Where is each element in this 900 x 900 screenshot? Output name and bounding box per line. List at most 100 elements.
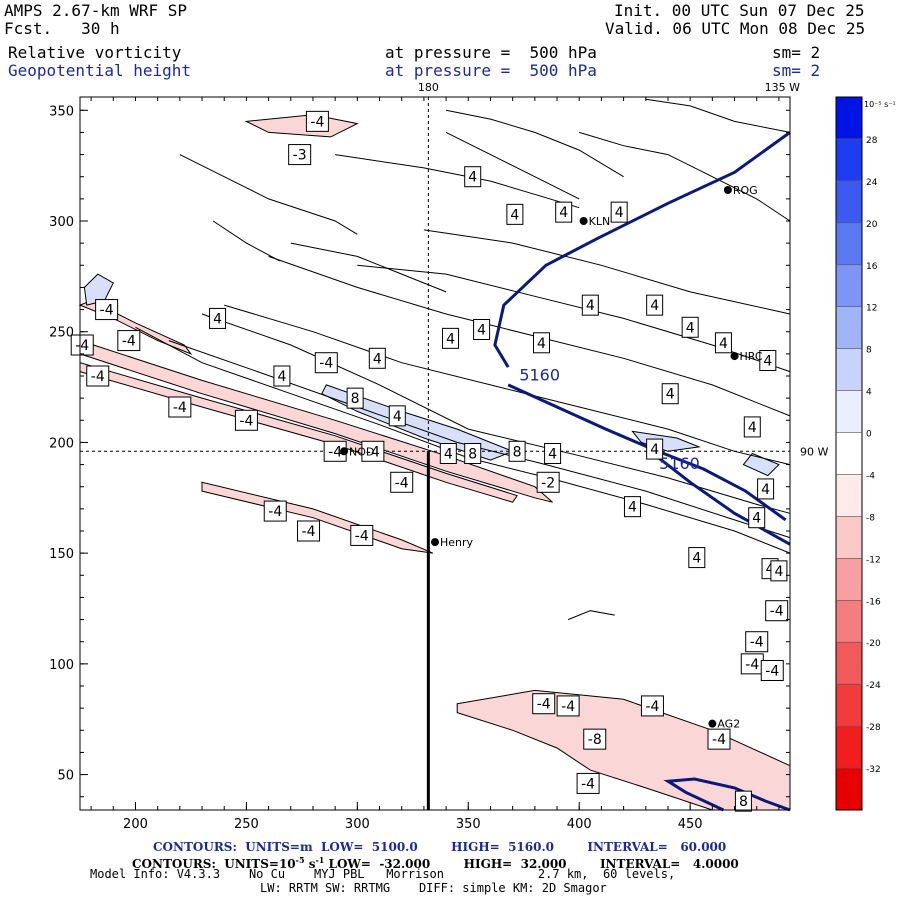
contour-label: 4 bbox=[510, 207, 519, 223]
contour-label: -4 bbox=[328, 444, 342, 460]
y-tick-label: 350 bbox=[49, 104, 74, 119]
colorbar-tick-label: 28 bbox=[866, 136, 878, 146]
colorbar-tick-label: 0 bbox=[866, 430, 872, 440]
contour-label-box bbox=[439, 443, 457, 464]
contour-label: -4 bbox=[239, 413, 253, 429]
colorbar-tick-label: -24 bbox=[866, 681, 881, 691]
contour-label: -4 bbox=[173, 400, 187, 416]
vorticity-contour-line bbox=[445, 131, 580, 200]
contour-label-box bbox=[234, 409, 258, 431]
colorbar-swatch bbox=[836, 684, 862, 727]
contour-label-box bbox=[297, 520, 321, 542]
colorbar-swatch bbox=[836, 474, 862, 517]
contour-label: 4 bbox=[213, 311, 222, 327]
contour-label: -4 bbox=[355, 528, 369, 544]
y-tick-label: 100 bbox=[49, 658, 74, 673]
station-label: AG2 bbox=[717, 718, 740, 731]
vorticity-contour-line bbox=[179, 154, 358, 235]
contour-label-box bbox=[610, 201, 628, 223]
contour-label: -3 bbox=[293, 148, 307, 164]
colorbar-tick-label: -4 bbox=[866, 471, 875, 481]
colorbar-swatch bbox=[836, 97, 862, 139]
colorbar-swatch bbox=[836, 390, 862, 433]
contour-label: 4 bbox=[446, 331, 455, 347]
colorbar-tick-label: -20 bbox=[866, 639, 881, 649]
contour-label: -4 bbox=[765, 664, 779, 680]
y-tick-label: 50 bbox=[57, 769, 74, 784]
plot-frame bbox=[79, 96, 791, 811]
field2-name: Geopotential height bbox=[8, 61, 192, 80]
colorbar-tick-label: 20 bbox=[866, 220, 878, 230]
contour-label-box bbox=[350, 524, 374, 546]
contour-label-box bbox=[757, 478, 775, 500]
contour-label: 4 bbox=[586, 298, 595, 314]
forecast-value: 30 h bbox=[81, 19, 120, 38]
contour-label-box bbox=[765, 600, 789, 622]
contour-label-box bbox=[390, 471, 414, 493]
contour-label: 4 bbox=[628, 500, 637, 516]
contour-label: -4 bbox=[395, 475, 409, 491]
colorbar-swatch bbox=[836, 768, 862, 810]
contour-label-box bbox=[346, 387, 364, 409]
contour-label: -4 bbox=[537, 697, 551, 713]
contour-label: 4 bbox=[686, 320, 695, 336]
vorticity-contour-line bbox=[645, 98, 791, 133]
y-tick-label: 250 bbox=[49, 326, 74, 341]
y-tick-label: 300 bbox=[49, 215, 74, 230]
contour-label: 8 bbox=[513, 444, 522, 460]
contour-label-box bbox=[760, 660, 784, 681]
contour-label-box bbox=[707, 728, 731, 750]
contour-label: 4 bbox=[615, 205, 624, 221]
init-time: Init. 00 UTC Sun 07 Dec 25 bbox=[614, 1, 865, 20]
contour-label-box bbox=[576, 772, 600, 794]
contour-label-box bbox=[209, 307, 227, 329]
lon-90w-label: 90 W bbox=[800, 445, 828, 458]
colorbar-tick-label: 8 bbox=[866, 346, 872, 356]
contour-label-box bbox=[555, 201, 573, 223]
vorticity-range: LOW= -32.000 HIGH= 32.000 INTERVAL= 4.00… bbox=[324, 857, 739, 871]
contour-label: -4 bbox=[712, 732, 726, 748]
colorbar-tick-label: 4 bbox=[866, 388, 872, 398]
colorbar-swatch bbox=[836, 432, 862, 475]
contour-label-box bbox=[581, 294, 599, 316]
contour-label: 4 bbox=[537, 336, 546, 352]
contour-label: -4 bbox=[750, 635, 764, 651]
contour-label: -4 bbox=[366, 444, 380, 460]
vorticity-contour-line bbox=[579, 131, 791, 222]
contour-label: -4 bbox=[122, 334, 136, 350]
colorbar-tick-label: -12 bbox=[866, 555, 881, 565]
colorbar-swatch bbox=[836, 180, 862, 223]
contour-label: 4 bbox=[393, 409, 402, 425]
contour-label-box bbox=[640, 695, 664, 717]
colorbar-tick-label: -32 bbox=[866, 765, 881, 775]
vorticity-contour-line bbox=[212, 220, 280, 262]
contour-label-box bbox=[759, 350, 777, 371]
contour-label-box bbox=[748, 507, 766, 529]
x-tick-label: 200 bbox=[123, 817, 148, 832]
station-marker bbox=[431, 538, 439, 547]
contour-label-box bbox=[506, 203, 524, 225]
colorbar-swatch bbox=[836, 348, 862, 391]
lon-180-label: 180 bbox=[418, 81, 439, 94]
contour-label: 4 bbox=[666, 387, 675, 403]
vorticity-contour-line bbox=[446, 109, 624, 178]
contour-label-box bbox=[661, 383, 679, 405]
vorticity-units-label: CONTOURS: UNITS=10 bbox=[132, 857, 296, 871]
colorbar-swatch bbox=[836, 600, 862, 643]
contour-label: 8 bbox=[739, 794, 748, 810]
station-marker bbox=[723, 186, 732, 194]
station-label: ROG bbox=[733, 184, 758, 197]
colorbar-swatch bbox=[836, 264, 862, 307]
contour-label-box bbox=[681, 316, 699, 338]
height-contour-line bbox=[493, 131, 791, 368]
x-tick-label: 450 bbox=[678, 817, 703, 832]
y-tick-label: 150 bbox=[49, 547, 74, 562]
vorticity-contour-info: CONTOURS: UNITS=10-5 s-1 LOW= -32.000 HI… bbox=[132, 855, 739, 871]
contour-label-box bbox=[688, 547, 706, 569]
negative-vorticity-region bbox=[201, 481, 433, 554]
contour-label-box bbox=[361, 440, 385, 462]
negative-vorticity-region bbox=[244, 114, 359, 138]
contour-label-box bbox=[263, 500, 287, 522]
contour-label: -4 bbox=[581, 776, 595, 792]
colorbar-frame bbox=[835, 96, 863, 811]
